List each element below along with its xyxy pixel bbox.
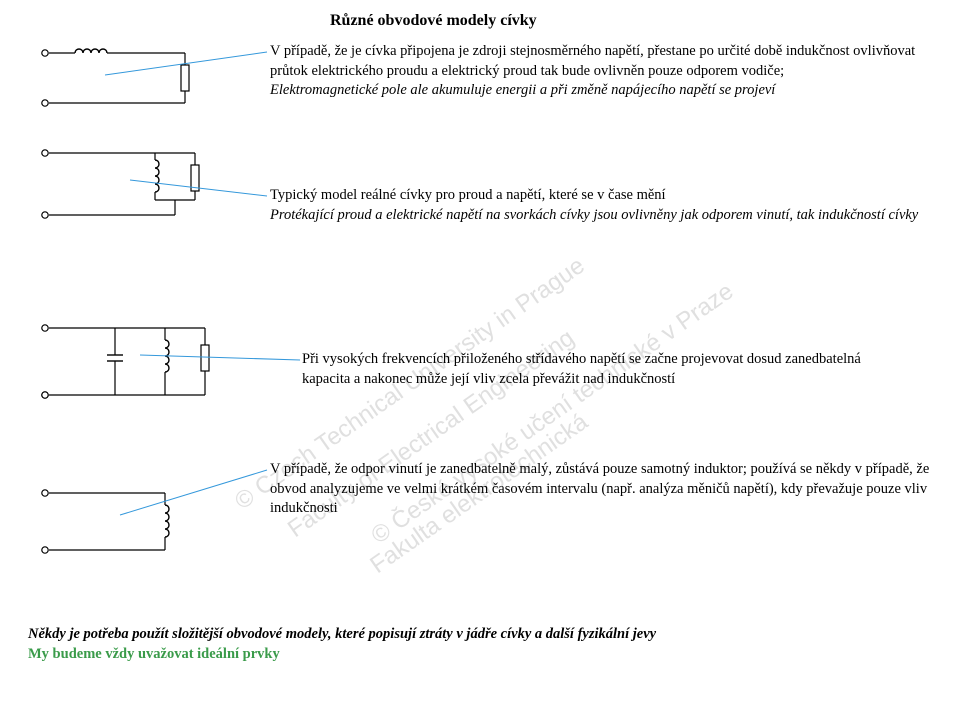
para-2-text: Typický model reálné cívky pro proud a n… <box>270 187 666 203</box>
para-4-text: V případě, že odpor vinutí je zanedbatel… <box>270 461 929 516</box>
page-title: Různé obvodové modely cívky <box>330 12 537 30</box>
footnote-green: My budeme vždy uvažovat ideální prvky <box>28 646 280 662</box>
para-1-italic: Elektromagnetické pole ale akumuluje ene… <box>270 82 775 98</box>
para-2: Typický model reálné cívky pro proud a n… <box>270 186 935 225</box>
footnote: Někdy je potřeba použít složitější obvod… <box>28 625 928 664</box>
para-1-text: V případě, že je cívka připojena je zdro… <box>270 43 915 79</box>
para-1: V případě, že je cívka připojena je zdro… <box>270 42 935 101</box>
footnote-italic: Někdy je potřeba použít složitější obvod… <box>28 626 656 642</box>
para-3-text: Při vysokých frekvencích přiloženého stř… <box>302 351 861 387</box>
para-4: V případě, že odpor vinutí je zanedbatel… <box>270 460 935 519</box>
para-3: Při vysokých frekvencích přiloženého stř… <box>302 350 862 389</box>
circuit-diagrams <box>30 40 230 640</box>
para-2-italic: Protékající proud a elektrické napětí na… <box>270 207 918 223</box>
